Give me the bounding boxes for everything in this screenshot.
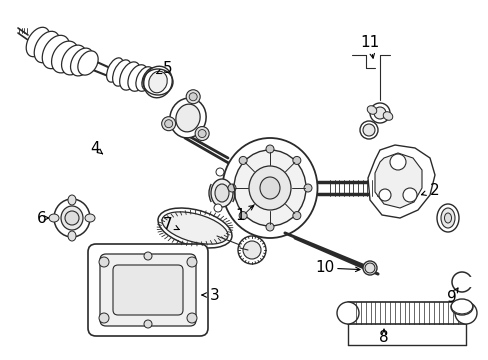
Ellipse shape (369, 103, 389, 123)
Ellipse shape (49, 214, 59, 222)
Circle shape (186, 90, 200, 104)
Ellipse shape (34, 31, 60, 63)
Ellipse shape (238, 236, 265, 264)
Circle shape (364, 263, 374, 273)
Ellipse shape (85, 214, 95, 222)
Ellipse shape (366, 106, 376, 114)
Circle shape (143, 252, 152, 260)
Polygon shape (374, 153, 421, 208)
Ellipse shape (450, 299, 472, 315)
Ellipse shape (373, 107, 385, 119)
Circle shape (378, 189, 390, 201)
Circle shape (292, 157, 300, 165)
Ellipse shape (54, 199, 90, 237)
Circle shape (143, 320, 152, 328)
Polygon shape (367, 145, 434, 218)
Ellipse shape (128, 65, 148, 91)
Ellipse shape (210, 179, 232, 207)
Text: 8: 8 (378, 330, 388, 346)
Circle shape (239, 212, 246, 220)
Circle shape (304, 184, 311, 192)
Circle shape (164, 120, 172, 128)
Ellipse shape (61, 206, 83, 230)
Ellipse shape (136, 67, 154, 91)
Ellipse shape (336, 302, 358, 324)
Circle shape (186, 313, 197, 323)
Ellipse shape (222, 138, 317, 238)
Ellipse shape (158, 208, 231, 248)
Ellipse shape (248, 166, 290, 210)
Ellipse shape (68, 231, 76, 241)
Circle shape (99, 257, 109, 267)
Circle shape (99, 313, 109, 323)
Ellipse shape (436, 204, 458, 232)
Ellipse shape (106, 58, 123, 82)
Ellipse shape (142, 68, 158, 90)
Ellipse shape (243, 241, 261, 259)
Ellipse shape (359, 121, 377, 139)
Circle shape (216, 168, 224, 176)
FancyBboxPatch shape (88, 244, 207, 336)
Circle shape (198, 130, 206, 138)
Circle shape (389, 154, 405, 170)
Text: 5: 5 (163, 60, 172, 76)
Ellipse shape (362, 261, 376, 275)
Text: 2: 2 (429, 183, 439, 198)
FancyBboxPatch shape (113, 265, 183, 315)
Text: 7: 7 (163, 216, 172, 231)
Ellipse shape (78, 51, 98, 75)
Ellipse shape (148, 71, 167, 93)
Ellipse shape (444, 213, 450, 223)
Text: 3: 3 (210, 288, 220, 302)
Ellipse shape (42, 35, 70, 69)
Circle shape (292, 212, 300, 220)
FancyBboxPatch shape (100, 254, 196, 326)
Ellipse shape (260, 177, 280, 199)
Ellipse shape (215, 184, 228, 202)
Circle shape (227, 184, 236, 192)
Ellipse shape (51, 41, 78, 73)
Circle shape (162, 117, 175, 131)
Ellipse shape (454, 302, 476, 324)
Ellipse shape (234, 150, 305, 226)
Ellipse shape (143, 66, 172, 98)
Ellipse shape (169, 98, 206, 138)
Ellipse shape (120, 62, 140, 90)
Circle shape (265, 145, 273, 153)
Text: 6: 6 (37, 211, 47, 225)
Ellipse shape (70, 48, 93, 76)
Text: 1: 1 (235, 207, 244, 222)
Circle shape (265, 223, 273, 231)
Circle shape (239, 157, 246, 165)
Circle shape (402, 188, 416, 202)
Ellipse shape (162, 212, 227, 244)
Ellipse shape (68, 195, 76, 205)
Text: 11: 11 (360, 35, 379, 50)
Ellipse shape (26, 27, 50, 57)
Ellipse shape (383, 112, 392, 120)
Circle shape (186, 257, 197, 267)
Circle shape (195, 127, 209, 140)
Ellipse shape (176, 104, 200, 132)
Ellipse shape (112, 60, 131, 86)
Text: 9: 9 (446, 289, 456, 305)
Ellipse shape (362, 124, 374, 136)
Text: 10: 10 (315, 261, 334, 275)
Circle shape (65, 211, 79, 225)
Text: 4: 4 (90, 140, 100, 156)
Ellipse shape (440, 208, 454, 228)
Circle shape (189, 93, 197, 101)
Ellipse shape (61, 45, 86, 75)
Circle shape (214, 204, 222, 212)
